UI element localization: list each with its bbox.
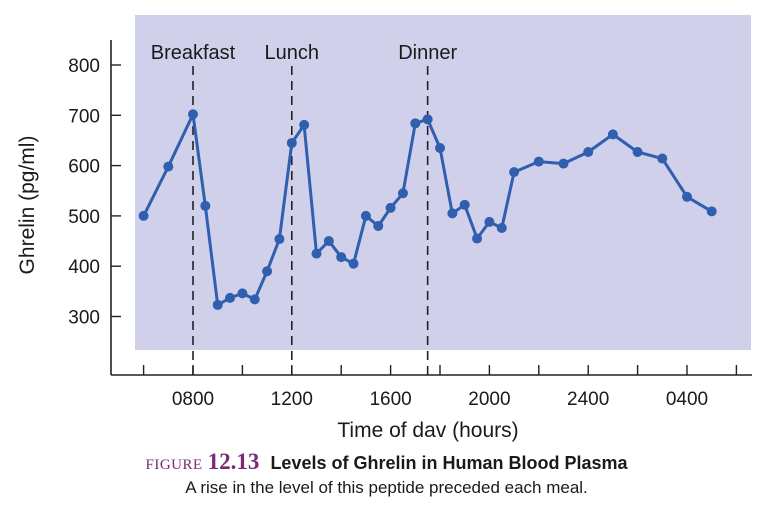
figure-caption: FIGURE 12.13 Levels of Ghrelin in Human … — [0, 449, 773, 475]
data-point — [484, 216, 495, 227]
data-point — [311, 248, 322, 259]
series-group — [138, 109, 717, 310]
ghrelin-chart: Breakfast Lunch Dinner 300 400 500 600 700 800 0… — [16, 15, 752, 442]
data-point — [262, 266, 273, 277]
x-tick-label: 1200 — [271, 389, 313, 410]
data-point — [472, 233, 483, 244]
y-axis-title: Ghrelin (pg/ml) — [16, 136, 39, 275]
data-point — [397, 188, 408, 199]
data-point — [533, 156, 544, 167]
x-tick-label: 2400 — [567, 389, 609, 410]
meal-label: Breakfast — [151, 42, 236, 64]
data-point — [558, 158, 569, 169]
figure-subtitle: A rise in the level of this peptide prec… — [185, 478, 588, 497]
x-tick-label: 0400 — [666, 389, 708, 410]
data-point — [583, 147, 594, 158]
data-point — [188, 109, 198, 120]
y-tick-label: 600 — [68, 157, 100, 178]
x-tick-label: 0800 — [172, 389, 214, 410]
data-point — [607, 129, 618, 140]
y-tick-label: 800 — [68, 56, 100, 77]
x-tick-label: 1600 — [369, 389, 411, 410]
y-tick-label: 300 — [68, 308, 100, 329]
data-point — [410, 118, 421, 129]
data-point — [373, 220, 384, 231]
data-point — [336, 252, 347, 263]
data-point — [360, 210, 371, 221]
data-point — [323, 236, 334, 247]
x-axis-title: Time of dav (hours) — [337, 419, 518, 442]
data-point — [496, 222, 507, 233]
data-point — [682, 191, 692, 202]
data-point — [385, 202, 396, 213]
data-point — [225, 292, 236, 303]
axes: 300 400 500 600 700 800 0800 1200 1600 2000 2400 04… — [68, 40, 752, 410]
meal-label: Lunch — [265, 42, 320, 64]
data-point — [509, 167, 520, 178]
data-point — [163, 161, 174, 172]
figure-number: 12.13 — [207, 449, 260, 474]
data-point — [706, 206, 717, 217]
data-point — [200, 200, 211, 211]
figure-label: FIGURE — [145, 457, 203, 473]
data-point — [249, 294, 260, 305]
data-point — [632, 147, 643, 158]
data-point — [348, 258, 359, 269]
data-point — [274, 234, 285, 245]
data-point — [237, 288, 248, 299]
data-point — [657, 153, 668, 164]
meal-label: Dinner — [398, 42, 457, 64]
data-point — [459, 199, 470, 210]
data-point — [299, 119, 310, 130]
y-tick-label: 700 — [68, 106, 100, 127]
x-tick-label: 2000 — [468, 389, 510, 410]
figure-title: Levels of Ghrelin in Human Blood Plasma — [270, 453, 628, 473]
y-tick-label: 400 — [68, 257, 100, 278]
data-point — [422, 114, 433, 125]
data-point — [447, 208, 458, 219]
data-point — [286, 137, 297, 148]
data-point — [138, 210, 149, 221]
data-point — [212, 299, 223, 310]
y-tick-label: 500 — [68, 207, 100, 228]
data-point — [435, 142, 445, 153]
